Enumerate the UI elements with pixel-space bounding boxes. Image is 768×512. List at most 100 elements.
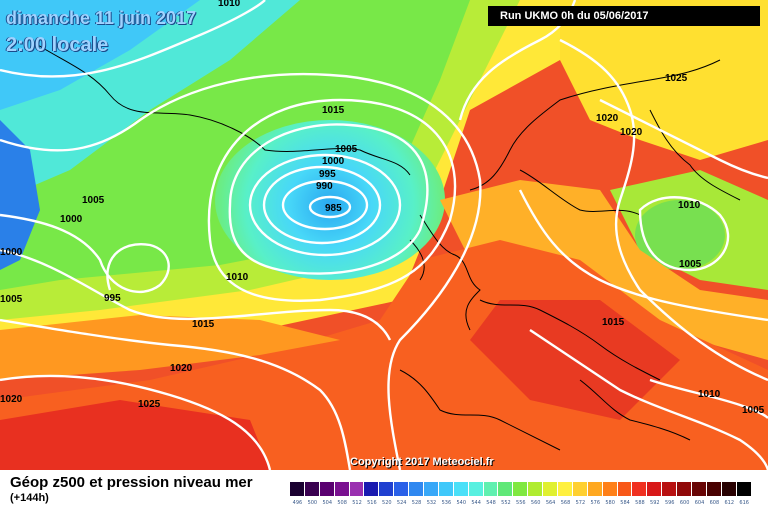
color-scale-cell xyxy=(558,482,573,496)
color-scale-label: 512 xyxy=(352,500,362,506)
color-scale-label: 548 xyxy=(486,500,496,506)
isobar-label: 1000 xyxy=(0,247,23,258)
color-scale xyxy=(290,482,752,496)
color-scale-label: 592 xyxy=(650,500,660,506)
color-scale-cell xyxy=(528,482,544,496)
color-scale-label: 588 xyxy=(635,500,645,506)
isobar-label: 1015 xyxy=(602,317,625,328)
color-scale-cell xyxy=(379,482,395,496)
isobar-label: 1005 xyxy=(335,144,358,155)
color-scale-cell xyxy=(319,482,335,496)
color-scale-cell xyxy=(662,482,678,496)
color-scale-cell xyxy=(513,482,529,496)
isobar-label: 1010 xyxy=(218,0,241,9)
color-scale-cell xyxy=(498,482,514,496)
color-scale-label: 504 xyxy=(322,500,332,506)
isobar-label: 1015 xyxy=(322,105,345,116)
zone-sky xyxy=(0,0,200,110)
color-scale-cell xyxy=(349,482,365,496)
color-scale-label: 616 xyxy=(739,500,749,506)
zone-green-east xyxy=(635,200,725,270)
color-scale-label: 596 xyxy=(664,500,675,506)
isobar-label: 1020 xyxy=(0,394,23,405)
isobar-label: 1005 xyxy=(742,405,765,416)
isobar-label: 1000 xyxy=(322,156,345,167)
isobar-label: 1015 xyxy=(192,319,215,330)
color-scale-label: 572 xyxy=(575,500,586,506)
color-scale-cell xyxy=(453,482,469,496)
color-scale-label: 600 xyxy=(679,500,690,506)
color-scale-cell xyxy=(543,482,559,496)
isobar-label: 995 xyxy=(104,293,121,304)
color-scale-label: 560 xyxy=(530,500,541,506)
color-scale-label: 524 xyxy=(396,500,407,506)
color-scale-label: 556 xyxy=(516,500,526,506)
color-scale-cell xyxy=(677,482,693,496)
isobar-labels: 1010 1025 1020 1020 1015 1005 1000 995 9… xyxy=(0,0,765,416)
zone-yellow-scand xyxy=(560,0,768,160)
color-scale-label: 536 xyxy=(441,500,452,506)
zone-red-sw xyxy=(0,400,270,470)
legend-title: Géop z500 et pression niveau mer xyxy=(10,474,253,491)
color-scale-labels: 496 500 504 508 512 516 520 524 528 532 536 540 544 5… xyxy=(290,500,752,506)
isobar-label: 990 xyxy=(316,181,333,192)
coastlines xyxy=(29,39,741,451)
weather-map: 1010 1025 1020 1020 1015 1005 1000 995 9… xyxy=(0,0,768,470)
color-scale-cell xyxy=(290,482,305,496)
isobar-label: 1010 xyxy=(678,200,701,211)
color-scale-cell xyxy=(424,482,439,496)
run-info: Run UKMO 0h du 05/06/2017 xyxy=(488,6,760,26)
color-scale-cell xyxy=(468,482,484,496)
zone-blue-west xyxy=(0,120,40,270)
zone-orange-atl xyxy=(0,315,340,380)
legend-footer: Géop z500 et pression niveau mer (+144h)… xyxy=(0,470,768,512)
color-scale-label: 532 xyxy=(426,500,437,506)
color-scale-label: 584 xyxy=(620,500,630,506)
zone-orange-europe xyxy=(440,180,768,360)
color-scale-label: 528 xyxy=(411,500,422,506)
color-scale-label: 564 xyxy=(545,500,556,506)
isobar-label: 1025 xyxy=(138,399,161,410)
isobar-label: 985 xyxy=(325,203,342,214)
isobar-label: 1010 xyxy=(698,389,721,400)
isobar-label: 1025 xyxy=(665,73,688,84)
isobar-label: 1005 xyxy=(0,294,23,305)
color-scale-label: 544 xyxy=(471,500,481,506)
color-scale-label: 500 xyxy=(307,500,318,506)
color-scale-cell xyxy=(364,482,380,496)
color-scale-label: 580 xyxy=(605,500,615,506)
color-scale-cell xyxy=(572,482,588,496)
color-scale-cell xyxy=(632,482,648,496)
color-scale-label: 552 xyxy=(501,500,511,506)
legend-subtitle: (+144h) xyxy=(10,492,49,504)
color-scale-cell xyxy=(394,482,410,496)
map-canvas: 1010 1025 1020 1020 1015 1005 1000 995 9… xyxy=(0,0,768,470)
color-scale-label: 520 xyxy=(382,500,392,506)
isobar-label: 1010 xyxy=(226,272,249,283)
copyright: Copyright 2017 Meteociel.fr xyxy=(350,456,494,468)
isobar-label: 1005 xyxy=(82,195,105,206)
color-scale-cell xyxy=(334,482,350,496)
color-scale-cell xyxy=(617,482,633,496)
color-scale-cell xyxy=(706,482,722,496)
color-scale-label: 612 xyxy=(724,500,735,506)
color-scale-label: 540 xyxy=(456,500,467,506)
isobar-label: 1020 xyxy=(596,113,619,124)
isobar-label: 1020 xyxy=(170,363,193,374)
color-scale-cell xyxy=(647,482,663,496)
color-scale-cell xyxy=(602,482,618,496)
color-scale-label: 508 xyxy=(337,500,347,506)
forecast-date: dimanche 11 juin 2017 xyxy=(6,8,197,28)
color-scale-cell xyxy=(587,482,603,496)
color-scale-label: 608 xyxy=(709,500,720,506)
color-scale-cell xyxy=(409,482,425,496)
color-scale-cell xyxy=(438,482,454,496)
color-scale-cell xyxy=(483,482,499,496)
color-scale-label: 576 xyxy=(590,500,601,506)
isobar-label: 995 xyxy=(319,169,336,180)
isobar-label: 1020 xyxy=(620,127,643,138)
color-scale-cell xyxy=(721,482,737,496)
isobars xyxy=(0,0,768,470)
color-scale-cell xyxy=(736,482,752,496)
